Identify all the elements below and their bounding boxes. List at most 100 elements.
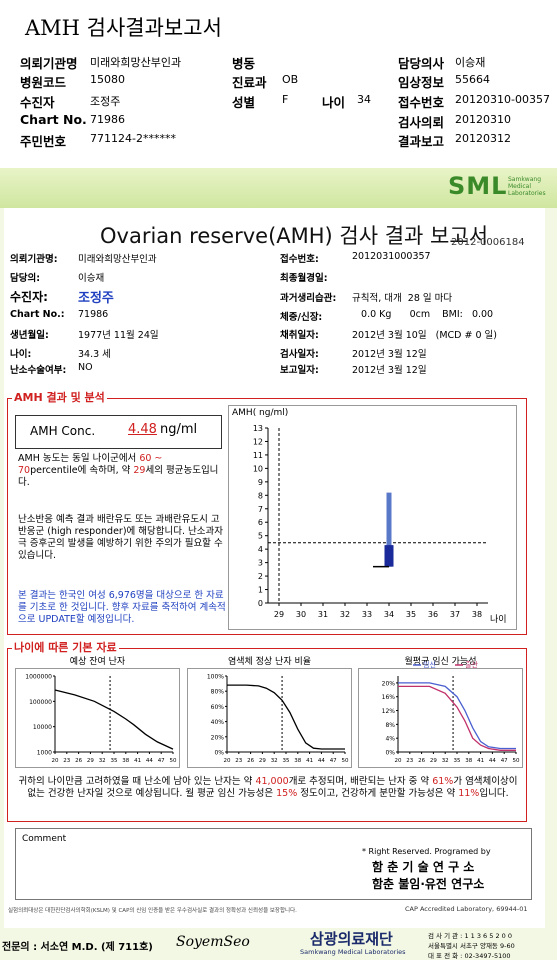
- field-label: 병원코드: [20, 75, 67, 90]
- range-box: [384, 545, 394, 567]
- text-run: 11%: [458, 788, 480, 799]
- org: 삼광의료재단: [310, 930, 393, 948]
- amh-box: [7, 398, 527, 635]
- x-tick-label: 38: [465, 758, 472, 764]
- text-run: 41,000: [255, 776, 289, 787]
- age-chart: 20% 16% 12% 8% 4% 0%20 23 26 29 32 35 38 41 44 47 50 임신 출…: [358, 660, 523, 768]
- field-value: 이승재: [455, 56, 486, 69]
- patient-label: 접수번호:: [280, 254, 319, 265]
- text-run: 60 ~ 70: [18, 453, 163, 476]
- field-label: 나이: [322, 95, 346, 110]
- x-tick-label: 20: [224, 758, 231, 764]
- y-tick-label: 8: [258, 491, 263, 500]
- x-tick-label: 44: [318, 758, 325, 764]
- field-label: 주민번호: [20, 134, 67, 149]
- x-tick-label: 20: [52, 758, 59, 764]
- x-tick-label: 47: [158, 758, 165, 764]
- x-tick-label: 47: [501, 758, 508, 764]
- y-tick-label: 60%: [211, 704, 225, 711]
- x-tick-label: 36: [428, 610, 438, 619]
- age-box: [7, 648, 527, 822]
- x-tick-label: 29: [274, 610, 284, 619]
- patient-label: 검사일자:: [280, 349, 319, 360]
- field-value: 34: [357, 93, 371, 106]
- text-run: 세의 평균농도입니다.: [18, 465, 219, 488]
- x-tick-label: 26: [247, 758, 254, 764]
- patient-value: 조정주: [78, 291, 114, 306]
- rights: * Right Reserved. Programed by: [362, 847, 491, 856]
- patient-value: 미래와희망산부인과: [78, 254, 157, 265]
- y-tick-label: 13: [253, 424, 263, 433]
- chart-title: 월평균 임신 가능성: [404, 657, 477, 667]
- y-tick-label: 0: [258, 599, 263, 608]
- y-tick-label: 16%: [382, 694, 396, 701]
- field-value: OB: [282, 73, 299, 86]
- paragraph: 난소반응 예측 결과 배란유도 또는 과배란유도시 고반응군 (high res…: [18, 514, 223, 561]
- conc-unit: ng/ml: [160, 422, 198, 437]
- field-label: 결과보고: [398, 134, 445, 149]
- y-tick-label: 0%: [385, 750, 395, 757]
- header-title: AMH 검사결과보고서: [25, 16, 222, 40]
- field-label: 수진자: [20, 95, 55, 110]
- logo: SML: [448, 172, 508, 200]
- patient-value: 규칙적, 대개 28 일 마다: [352, 293, 453, 304]
- address: 검 사 기 관 : 1 1 3 6 5 2 0 0: [428, 932, 512, 940]
- y-axis-label: AMH( ng/ml): [232, 408, 288, 418]
- field-label: 담당의사: [398, 56, 445, 71]
- y-tick-label: 4: [258, 545, 263, 554]
- conc-box: [15, 415, 222, 449]
- patient-value: 71986: [78, 309, 109, 320]
- paragraph: AMH 농도는 동일 나이군에서 60 ~ 70percentile에 속하며,…: [18, 453, 223, 489]
- logo-sub: Samkwang Medical Laboratories: [508, 176, 546, 197]
- x-tick-label: 47: [330, 758, 337, 764]
- text-run: 입니다.: [479, 788, 509, 799]
- patient-value: 2012031000357: [352, 251, 431, 262]
- field-value: 55664: [455, 73, 490, 86]
- cap: CAP Accredited Laboratory, 69944-01: [405, 905, 528, 913]
- chart-panel: [228, 405, 517, 630]
- field-value: 20120310-00357: [455, 93, 550, 106]
- x-tick-label: 35: [454, 758, 461, 764]
- text-run: percentile에 속하며, 약: [30, 465, 134, 476]
- x-tick-label: 38: [472, 610, 482, 619]
- y-tick-label: 100%: [207, 674, 224, 681]
- x-tick-label: 33: [362, 610, 372, 619]
- field-label: 의뢰기관명: [20, 56, 78, 71]
- report-paper: [4, 208, 545, 928]
- y-tick-label: 2: [258, 572, 263, 581]
- text-run: 29: [133, 465, 146, 476]
- text-run: 정도이고, 건강하게 분만할 가능성은 약: [297, 788, 459, 799]
- y-tick-label: 20%: [211, 734, 225, 741]
- chart-frame: [15, 668, 180, 768]
- y-tick-label: 6: [258, 518, 263, 527]
- x-tick-label: 23: [63, 758, 70, 764]
- y-tick-label: 0%: [214, 750, 224, 757]
- report-band: [0, 168, 557, 208]
- paragraph: 본 결과는 한국인 여성 6,976명을 대상으로 한 자료를 기초로 한 것입…: [18, 590, 226, 625]
- field-value: F: [282, 93, 289, 106]
- x-tick-label: 41: [477, 758, 484, 764]
- legend-label: 출산: [465, 660, 478, 669]
- x-tick-label: 35: [111, 758, 118, 764]
- patient-value: 2012년 3월 12일: [352, 365, 427, 376]
- chart-title: 염색체 정상 난자 비율: [227, 657, 312, 667]
- patient-value: 이승재: [78, 273, 105, 284]
- x-tick-label: 29: [259, 758, 266, 764]
- x-tick-label: 50: [342, 758, 349, 764]
- field-value: 20120310: [455, 113, 511, 126]
- y-tick-label: 80%: [211, 689, 225, 696]
- patient-label: 담당의:: [10, 273, 41, 284]
- x-tick-label: 37: [450, 610, 460, 619]
- patient-label: 난소수술여부:: [10, 365, 67, 376]
- text-run: 개로 추정되며, 배란되는 난자 중 약: [288, 776, 433, 787]
- patient-label: 의뢰기관명:: [10, 254, 58, 265]
- patient-value: 2012년 3월 12일: [352, 349, 427, 360]
- patient-label: 나이:: [10, 349, 32, 360]
- text-run: AMH 농도는 동일 나이군에서: [18, 453, 140, 464]
- chart-frame: [187, 668, 352, 768]
- field-label: Chart No.: [20, 112, 87, 127]
- y-tick-label: 1000: [37, 750, 52, 757]
- x-tick-label: 32: [271, 758, 278, 764]
- patient-label: 수진자:: [10, 290, 48, 304]
